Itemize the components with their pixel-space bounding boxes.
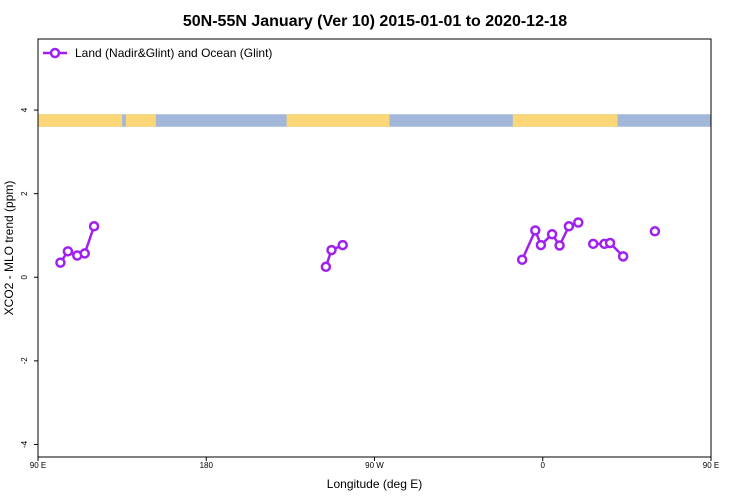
land-segment — [125, 114, 156, 127]
data-point — [563, 221, 575, 232]
y-tick-label: 0 — [20, 274, 29, 279]
legend-marker-swatch — [49, 47, 61, 59]
data-point — [546, 228, 558, 240]
data-point — [530, 225, 541, 236]
land-ocean-band — [38, 114, 711, 127]
data-point — [62, 246, 74, 257]
series-layer — [55, 217, 661, 273]
legend: Land (Nadir&Glint) and Ocean (Glint) — [43, 46, 272, 60]
data-point — [573, 217, 584, 228]
data-point — [79, 248, 90, 259]
y-tick-label: -4 — [20, 440, 29, 448]
x-tick-label: 90 E — [703, 461, 719, 470]
y-tick-label: 4 — [20, 107, 29, 112]
x-tick-label: 0 — [541, 461, 546, 470]
legend-label: Land (Nadir&Glint) and Ocean (Glint) — [75, 46, 272, 60]
land-segment — [38, 114, 123, 127]
y-axis-label: XCO2 - MLO trend (ppm) — [2, 181, 16, 316]
chart-title: 50N-55N January (Ver 10) 2015-01-01 to 2… — [183, 13, 567, 30]
x-tick-label: 90 E — [30, 461, 46, 470]
data-point — [55, 257, 66, 268]
y-axis: -4 -2 0 2 4 — [20, 107, 38, 448]
x-axis: 90 E 180 90 W 0 90 E — [30, 457, 719, 470]
x-tick-label: 90 W — [365, 461, 384, 470]
data-point — [554, 240, 565, 251]
land-segment — [286, 114, 390, 127]
data-point — [617, 251, 629, 262]
data-point — [337, 239, 348, 251]
x-axis-label: Longitude (deg E) — [327, 477, 422, 491]
data-point — [604, 237, 616, 249]
data-point — [88, 221, 100, 232]
data-point — [535, 239, 547, 251]
data-point — [326, 244, 337, 256]
land-segment — [512, 114, 618, 127]
data-point — [587, 238, 599, 250]
data-point — [516, 254, 528, 265]
data-point — [649, 226, 661, 237]
y-tick-label: -2 — [20, 357, 29, 365]
x-tick-label: 180 — [200, 461, 214, 470]
data-point — [320, 261, 332, 273]
y-tick-label: 2 — [20, 191, 29, 196]
